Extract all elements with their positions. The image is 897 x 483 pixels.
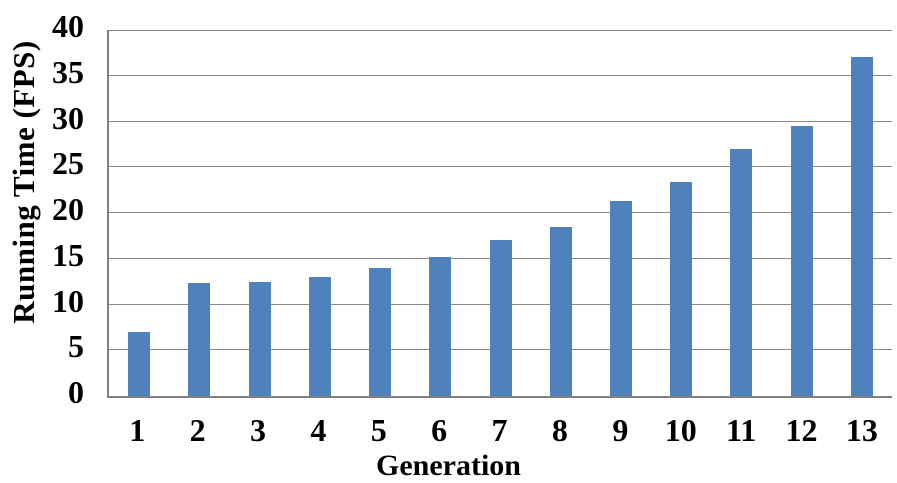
bar-generation-4 bbox=[308, 277, 331, 396]
x-tick-label-6: 6 bbox=[431, 412, 448, 448]
x-tick-label-1: 1 bbox=[129, 412, 146, 448]
bar-slot-8 bbox=[531, 30, 591, 396]
x-tick-label-12: 12 bbox=[785, 412, 818, 448]
x-tick-label-7: 7 bbox=[491, 412, 508, 448]
bar-generation-10 bbox=[670, 182, 693, 396]
bar-slot-4 bbox=[290, 30, 350, 396]
bar-slot-1 bbox=[109, 30, 169, 396]
bar-generation-2 bbox=[188, 283, 211, 396]
bar-generation-11 bbox=[730, 149, 753, 396]
y-tick-label-0: 0 bbox=[68, 374, 84, 410]
x-tick-label-13: 13 bbox=[845, 412, 878, 448]
x-tick-label-10: 10 bbox=[664, 412, 697, 448]
bar-slot-11 bbox=[711, 30, 771, 396]
bar-generation-5 bbox=[369, 268, 392, 396]
x-tick-label-3: 3 bbox=[249, 412, 266, 448]
gridline-y-35 bbox=[109, 75, 892, 77]
bar-slot-6 bbox=[410, 30, 470, 396]
bar-generation-13 bbox=[850, 57, 873, 396]
bar-series bbox=[109, 30, 892, 396]
x-tick-label-4: 4 bbox=[310, 412, 327, 448]
plot-area bbox=[107, 30, 892, 398]
bar-slot-10 bbox=[651, 30, 711, 396]
y-tick-label-30: 30 bbox=[52, 100, 84, 136]
bar-slot-13 bbox=[832, 30, 892, 396]
bar-generation-6 bbox=[429, 257, 452, 396]
bar-slot-5 bbox=[350, 30, 410, 396]
y-tick-label-10: 10 bbox=[52, 283, 84, 319]
bar-slot-7 bbox=[470, 30, 530, 396]
y-tick-label-25: 25 bbox=[52, 145, 84, 181]
gridline-y-40 bbox=[109, 30, 892, 32]
bar-generation-7 bbox=[489, 240, 512, 396]
gridline-y-25 bbox=[109, 166, 892, 168]
x-tick-label-11: 11 bbox=[725, 412, 757, 448]
bar-slot-12 bbox=[772, 30, 832, 396]
x-tick-label-2: 2 bbox=[189, 412, 206, 448]
bar-generation-3 bbox=[248, 282, 271, 396]
y-tick-label-5: 5 bbox=[68, 328, 84, 364]
bar-slot-2 bbox=[169, 30, 229, 396]
bar-slot-3 bbox=[229, 30, 289, 396]
y-tick-label-20: 20 bbox=[52, 191, 84, 227]
x-tick-label-8: 8 bbox=[551, 412, 568, 448]
x-tick-label-5: 5 bbox=[370, 412, 387, 448]
x-tick-label-9: 9 bbox=[612, 412, 629, 448]
gridline-y-30 bbox=[109, 121, 892, 123]
bar-generation-8 bbox=[549, 227, 572, 396]
x-axis-title: Generation bbox=[376, 449, 521, 482]
bar-generation-12 bbox=[790, 126, 813, 396]
bar-generation-1 bbox=[128, 332, 151, 396]
bar-generation-9 bbox=[609, 201, 632, 396]
x-axis-tick-labels: 1 2 3 4 5 6 7 8 9 10 11 12 13 bbox=[107, 413, 892, 447]
y-tick-label-40: 40 bbox=[52, 8, 84, 44]
y-tick-label-35: 35 bbox=[52, 54, 84, 90]
gridline-y-20 bbox=[109, 212, 892, 214]
y-tick-label-15: 15 bbox=[52, 237, 84, 273]
bar-slot-9 bbox=[591, 30, 651, 396]
